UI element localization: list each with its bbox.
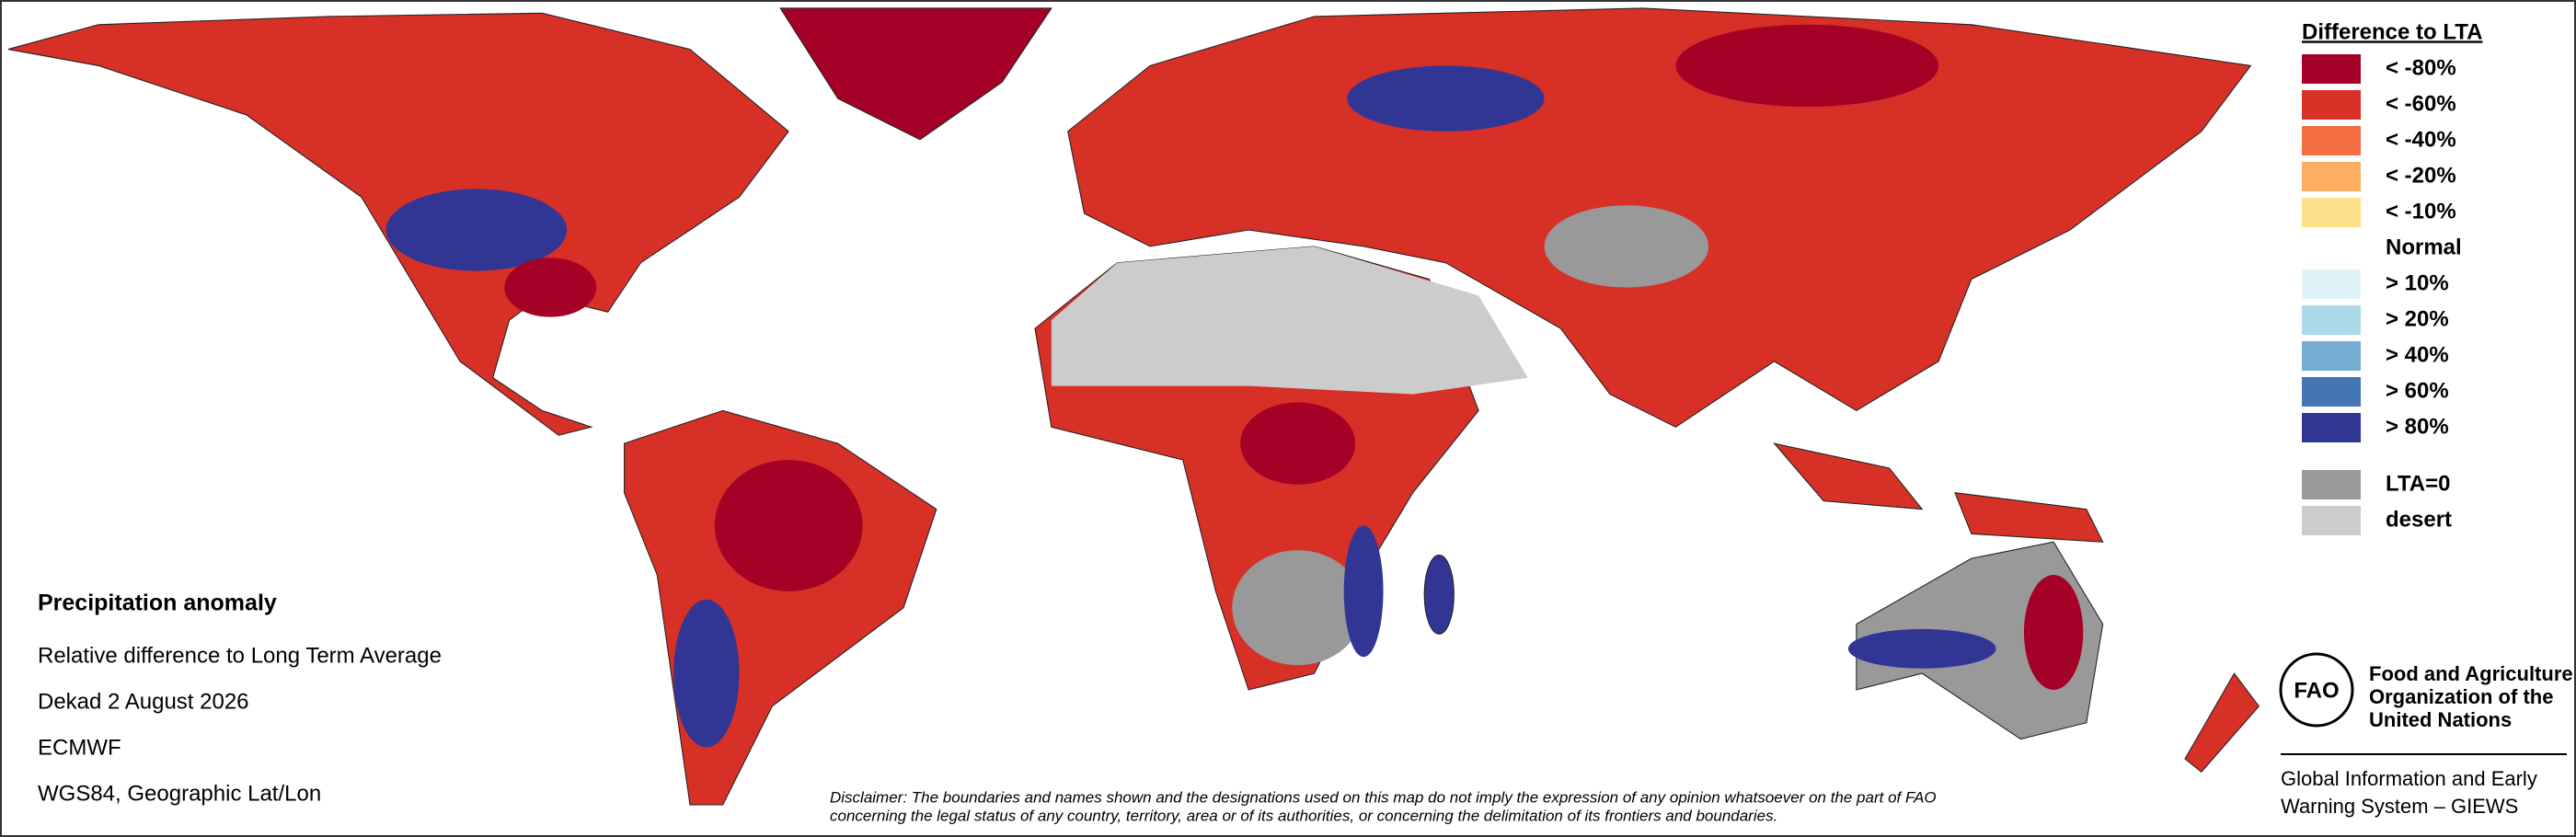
legend-swatch xyxy=(2302,198,2361,227)
legend-swatch xyxy=(2302,269,2361,299)
legend-label: > 20% xyxy=(2386,306,2449,331)
wet-patch xyxy=(1847,628,1996,669)
legend-swatch xyxy=(2302,54,2361,84)
legend-label: Normal xyxy=(2386,235,2462,259)
dry-patch xyxy=(1675,24,1939,108)
legend-label: LTA=0 xyxy=(2386,471,2450,496)
legend-swatch xyxy=(2302,413,2361,442)
lta0-patch xyxy=(1544,205,1709,288)
anomaly-patches xyxy=(385,24,2084,748)
wet-patch xyxy=(673,599,740,748)
info-line: Dekad 2 August 2026 xyxy=(38,689,249,714)
legend-label: desert xyxy=(2386,507,2452,532)
legend-label: < -40% xyxy=(2386,127,2456,152)
dry-patch xyxy=(714,459,863,591)
disclaimer-line: Disclaimer: The boundaries and names sho… xyxy=(830,788,1937,806)
legend-label: > 60% xyxy=(2386,378,2449,403)
dry-patch xyxy=(2023,574,2084,690)
dry-patch xyxy=(504,258,597,317)
legend-swatch xyxy=(2302,377,2361,407)
legend-swatch xyxy=(2302,506,2361,535)
info-line: WGS84, Geographic Lat/Lon xyxy=(38,781,321,806)
logo-ring xyxy=(2279,652,2354,728)
world-map xyxy=(7,7,2260,806)
info-line: Relative difference to Long Term Average xyxy=(38,643,442,668)
legend-label: < -20% xyxy=(2386,163,2456,188)
logo-text: FAO xyxy=(2294,678,2339,703)
legend-label: > 10% xyxy=(2386,270,2449,295)
system-line: Global Information and Early xyxy=(2281,767,2537,790)
legend-swatch xyxy=(2302,341,2361,371)
legend-label: > 80% xyxy=(2386,414,2449,439)
org-name-line: Food and Agriculture xyxy=(2369,662,2573,685)
greenland xyxy=(779,7,1052,141)
madagascar xyxy=(1423,555,1455,635)
disclaimer: Disclaimer: The boundaries and names sho… xyxy=(830,788,1937,824)
legend-label: < -80% xyxy=(2386,55,2456,80)
legend-label: > 40% xyxy=(2386,342,2449,367)
wet-patch xyxy=(1343,525,1384,658)
info-line: ECMWF xyxy=(38,735,121,760)
dry-patch xyxy=(1240,402,1356,485)
legend: Difference to LTA < -80% < -60% < -40% < -2… xyxy=(2302,19,2482,535)
legend-swatch xyxy=(2302,90,2361,120)
legend-title: Difference to LTA xyxy=(2302,19,2482,44)
info-block: Precipitation anomaly Relative differenc… xyxy=(38,590,442,807)
wet-patch xyxy=(385,189,568,271)
org-name-line: Organization of the xyxy=(2369,685,2553,708)
desert-mask xyxy=(1051,246,1528,395)
wet-patch xyxy=(1347,65,1545,132)
system-line: Warning System – GIEWS xyxy=(2281,795,2518,818)
legend-swatch xyxy=(2302,162,2361,191)
legend-label: < -10% xyxy=(2386,199,2456,224)
disclaimer-line: concerning the legal status of any count… xyxy=(830,807,1777,824)
info-title: Precipitation anomaly xyxy=(38,590,277,616)
legend-swatch xyxy=(2302,305,2361,335)
legend-swatch xyxy=(2302,470,2361,499)
new-zealand xyxy=(2184,672,2260,774)
legend-swatch xyxy=(2302,126,2361,155)
legend-label: < -60% xyxy=(2386,91,2456,116)
org-name-line: United Nations xyxy=(2369,708,2512,731)
indonesia xyxy=(1773,442,2104,543)
lta0-patch xyxy=(1232,550,1364,666)
